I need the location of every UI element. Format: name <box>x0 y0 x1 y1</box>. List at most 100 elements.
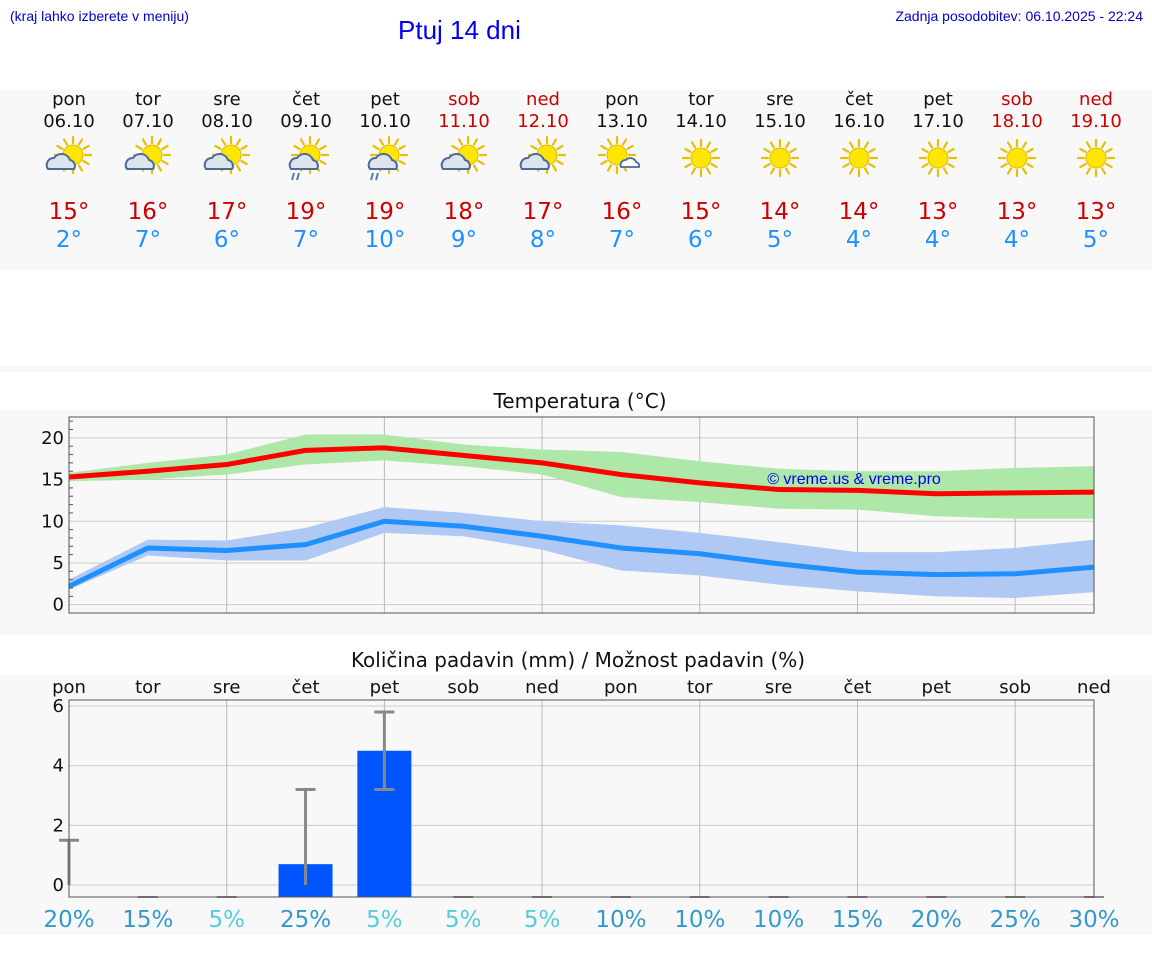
sun-cloud-icon <box>440 135 488 175</box>
temp-min: 8° <box>529 227 557 253</box>
day-label: sre <box>213 677 240 698</box>
sun-icon <box>918 138 958 178</box>
day-name: pet <box>923 89 953 110</box>
y-tick-label: 5 <box>53 553 64 574</box>
day-date: 11.10 <box>438 111 490 132</box>
probability-label: 25% <box>990 907 1041 933</box>
watermark: © vreme.us & vreme.pro <box>767 471 941 488</box>
temp-min: 2° <box>55 227 83 253</box>
day-date: 09.10 <box>280 111 332 132</box>
y-tick-label: 20 <box>41 428 64 449</box>
day-name: čet <box>291 89 321 110</box>
day-label: pet <box>370 677 400 698</box>
day-name: pon <box>605 89 639 110</box>
temp-min: 4° <box>845 227 873 253</box>
day-date: 06.10 <box>43 111 95 132</box>
day-date: 07.10 <box>122 111 174 132</box>
probability-label: 10% <box>595 907 646 933</box>
probability-label: 5% <box>208 907 245 933</box>
day-label: pon <box>604 677 638 698</box>
day-date: 08.10 <box>201 111 253 132</box>
day-label: sob <box>999 677 1031 698</box>
sun-icon <box>760 138 800 178</box>
day-label: sre <box>765 677 792 698</box>
temp-max: 13° <box>1075 199 1117 225</box>
probability-label: 20% <box>43 907 94 933</box>
page-title: Ptuj 14 dni <box>398 15 521 45</box>
menu-hint: (kraj lahko izberete v meniju) <box>10 8 189 24</box>
temp-max: 17° <box>522 199 564 225</box>
day-date: 10.10 <box>359 111 411 132</box>
temp-min: 6° <box>687 227 715 253</box>
y-tick-label: 15 <box>41 470 64 491</box>
sun-icon <box>839 138 879 178</box>
chart-title: Temperatura (°C) <box>492 389 666 413</box>
plot-frame <box>68 699 1095 898</box>
day-date: 19.10 <box>1070 111 1122 132</box>
plot-area <box>69 700 1094 897</box>
line-min <box>67 518 1095 589</box>
day-label: pet <box>922 677 952 698</box>
day-name: tor <box>688 89 714 110</box>
temp-max: 13° <box>996 199 1038 225</box>
sun-small-cloud-icon <box>597 135 641 175</box>
day-name: pet <box>370 89 400 110</box>
y-tick-label: 10 <box>41 511 64 532</box>
temp-min: 7° <box>608 227 636 253</box>
temp-min: 7° <box>292 227 320 253</box>
chart-title: Količina padavin (mm) / Možnost padavin … <box>351 648 805 672</box>
temp-min: 5° <box>1082 227 1110 253</box>
y-tick-label: 2 <box>53 815 64 836</box>
temp-max: 16° <box>601 199 643 225</box>
day-name: sob <box>448 89 480 110</box>
temp-max: 19° <box>364 199 406 225</box>
sun-cloud-icon <box>124 135 172 175</box>
day-name: čet <box>844 89 874 110</box>
day-label: ned <box>1077 677 1111 698</box>
day-label: tor <box>687 677 713 698</box>
temp-max: 15° <box>48 199 90 225</box>
probability-label: 15% <box>122 907 173 933</box>
probability-label: 10% <box>674 907 725 933</box>
day-label: sob <box>447 677 479 698</box>
y-tick-label: 0 <box>53 875 64 896</box>
temp-min: 9° <box>450 227 478 253</box>
sun-icon <box>681 138 721 178</box>
day-date: 13.10 <box>596 111 648 132</box>
sun-cloud-icon <box>519 135 567 175</box>
temp-max: 15° <box>680 199 722 225</box>
sun-icon <box>997 138 1037 178</box>
band-max <box>69 434 1094 519</box>
temp-max: 13° <box>917 199 959 225</box>
day-date: 15.10 <box>754 111 806 132</box>
probability-label: 30% <box>1068 907 1119 933</box>
temp-min: 7° <box>134 227 162 253</box>
temp-max: 18° <box>443 199 485 225</box>
day-name: sob <box>1001 89 1033 110</box>
band-min <box>69 507 1094 598</box>
plot-frame <box>68 416 1095 614</box>
line-max <box>68 445 1095 497</box>
precipitation-chart: 0 2 4 6 Količina padavin (mm) / Možnost pada… <box>43 648 1119 933</box>
temp-min: 4° <box>1003 227 1031 253</box>
probability-label: 5% <box>445 907 482 933</box>
last-update: Zadnja posodobitev: 06.10.2025 - 22:24 <box>895 8 1143 24</box>
sun-cloud-icon <box>45 135 93 175</box>
temp-min: 4° <box>924 227 952 253</box>
day-name: tor <box>135 89 161 110</box>
temp-max: 17° <box>206 199 248 225</box>
day-date: 17.10 <box>912 111 964 132</box>
day-date: 16.10 <box>833 111 885 132</box>
temp-max: 19° <box>285 199 327 225</box>
probability-label: 15% <box>832 907 883 933</box>
y-tick-label: 4 <box>53 756 64 777</box>
temp-max: 16° <box>127 199 169 225</box>
temp-min: 5° <box>766 227 794 253</box>
sun-cloud-rain-icon <box>367 135 409 181</box>
sun-cloud-rain-icon <box>288 135 330 181</box>
y-tick-label: 6 <box>53 696 64 717</box>
separator-band <box>0 366 1152 372</box>
probability-label: 10% <box>753 907 804 933</box>
temperature-chart: 0 5 10 15 20 Temperatura (°C) © vreme.us & vre… <box>41 389 1095 616</box>
day-name: ned <box>526 89 560 110</box>
